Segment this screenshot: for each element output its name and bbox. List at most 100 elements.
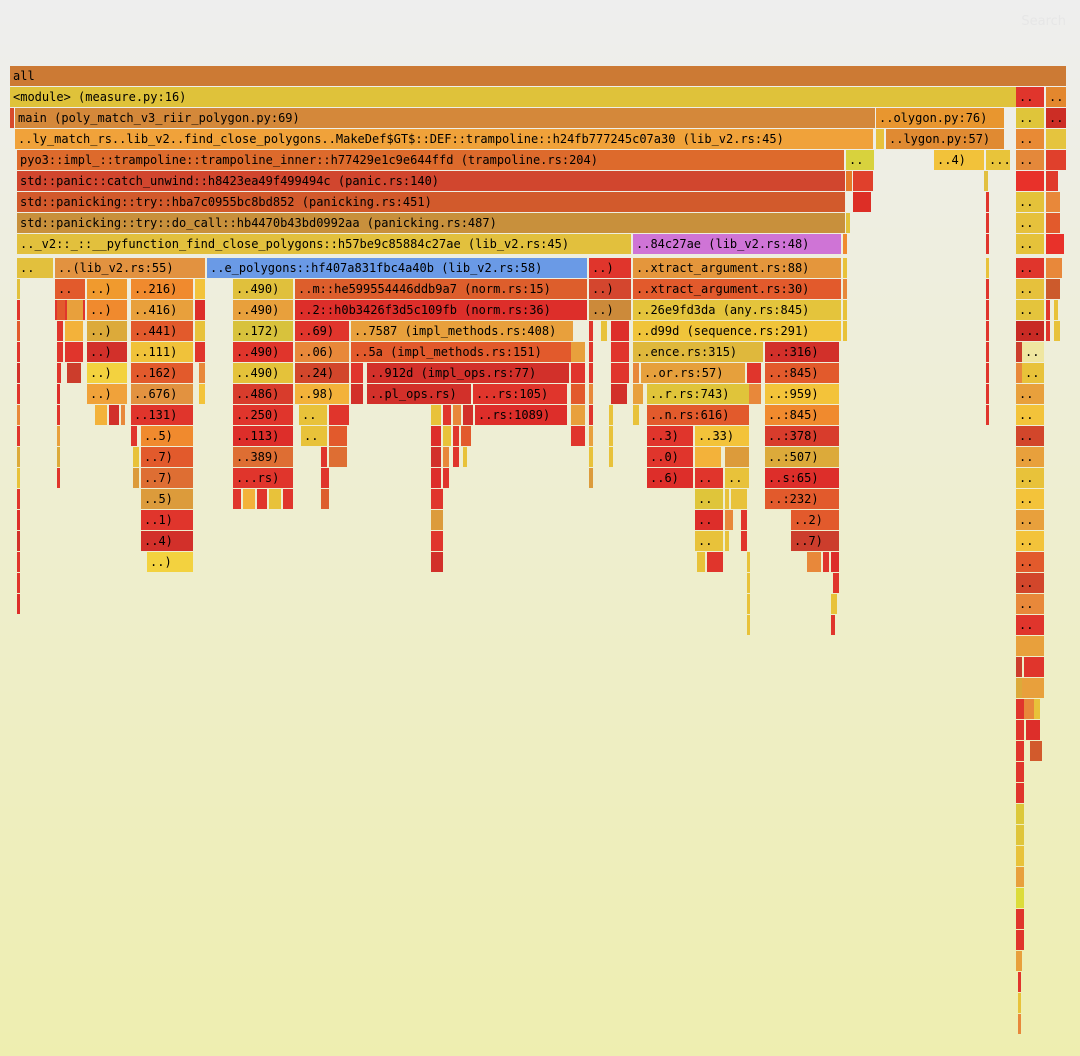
flame-frame[interactable] — [351, 384, 363, 404]
flame-frame[interactable] — [611, 321, 629, 341]
flame-frame[interactable] — [1016, 171, 1044, 191]
flame-frame[interactable]: ..xtract_argument.rs:30) — [633, 279, 841, 299]
flame-frame[interactable]: ..2) — [791, 510, 839, 530]
flame-frame[interactable] — [443, 447, 449, 467]
flame-frame[interactable]: .. — [1046, 108, 1066, 128]
flame-frame[interactable] — [831, 615, 835, 635]
flame-frame[interactable] — [1030, 741, 1042, 761]
flame-frame[interactable]: .. — [1016, 531, 1044, 551]
flame-frame[interactable]: .. — [1016, 300, 1044, 320]
flame-frame[interactable] — [571, 426, 585, 446]
flame-frame[interactable]: .. — [695, 510, 723, 530]
flame-frame[interactable] — [725, 447, 749, 467]
flame-frame[interactable] — [431, 489, 443, 509]
flame-frame[interactable]: ..69) — [295, 321, 349, 341]
flame-frame[interactable] — [1046, 213, 1060, 233]
flame-frame[interactable]: ..250) — [233, 405, 293, 425]
flame-frame[interactable] — [986, 192, 989, 212]
flame-frame[interactable] — [741, 531, 747, 551]
flame-frame[interactable]: ..490) — [233, 363, 293, 383]
flame-frame[interactable]: ..26e9fd3da (any.rs:845) — [633, 300, 841, 320]
flame-frame[interactable] — [17, 594, 20, 614]
flame-frame[interactable]: ..olygon.py:76) — [876, 108, 1004, 128]
flame-frame[interactable] — [431, 468, 441, 488]
flame-frame[interactable] — [321, 447, 327, 467]
flame-frame[interactable] — [1016, 909, 1024, 929]
flame-frame[interactable]: .. — [725, 468, 749, 488]
flame-frame[interactable] — [1046, 171, 1058, 191]
flame-frame[interactable] — [1018, 993, 1021, 1013]
flame-frame[interactable]: .. — [1016, 150, 1044, 170]
flame-frame[interactable] — [57, 300, 65, 320]
flame-frame[interactable]: ..) — [589, 258, 631, 278]
flame-frame[interactable] — [843, 234, 847, 254]
flame-frame[interactable] — [1016, 930, 1024, 950]
flame-frame[interactable]: .. — [1016, 129, 1044, 149]
flame-frame[interactable] — [1018, 1014, 1021, 1034]
flame-frame[interactable]: .. — [846, 150, 874, 170]
flame-frame[interactable] — [571, 342, 585, 362]
flame-frame[interactable] — [633, 363, 639, 383]
flame-frame[interactable] — [453, 447, 459, 467]
flame-frame[interactable]: ..441) — [131, 321, 193, 341]
flame-frame[interactable] — [133, 447, 139, 467]
flame-frame[interactable] — [986, 300, 989, 320]
flame-frame[interactable] — [823, 552, 829, 572]
flame-frame[interactable]: .. — [1016, 615, 1044, 635]
flame-frame[interactable] — [17, 279, 20, 299]
flame-frame[interactable] — [17, 426, 20, 446]
flame-frame[interactable]: std::panicking::try::hba7c0955bc8bd852 (… — [17, 192, 845, 212]
flame-frame[interactable] — [853, 171, 873, 191]
flame-frame[interactable]: .. — [1016, 108, 1044, 128]
flame-frame[interactable] — [351, 363, 363, 383]
flame-frame[interactable] — [17, 573, 20, 593]
flame-frame[interactable] — [329, 405, 349, 425]
flame-frame[interactable]: .. — [1016, 447, 1044, 467]
flame-frame[interactable]: .. — [1016, 279, 1044, 299]
flame-frame[interactable]: ..n.rs:616) — [647, 405, 749, 425]
flame-frame[interactable] — [986, 363, 989, 383]
flame-frame[interactable] — [1016, 342, 1022, 362]
flame-frame[interactable] — [133, 468, 139, 488]
flame-frame[interactable]: std::panicking::try::do_call::hb4470b43b… — [17, 213, 845, 233]
flame-frame[interactable] — [461, 426, 471, 446]
flame-frame[interactable] — [876, 129, 884, 149]
flame-frame[interactable]: ..r.rs:743) — [647, 384, 749, 404]
flame-frame[interactable]: ..2::h0b3426f3d5c109fb (norm.rs:36) — [295, 300, 587, 320]
flame-frame[interactable]: ..pl_ops.rs) — [367, 384, 471, 404]
flame-frame[interactable]: ..or.rs:57) — [641, 363, 745, 383]
flame-frame[interactable]: ... — [1016, 321, 1044, 341]
flame-frame[interactable] — [843, 300, 847, 320]
flame-frame[interactable] — [57, 447, 60, 467]
flame-frame[interactable] — [269, 489, 281, 509]
flame-frame[interactable] — [1016, 846, 1024, 866]
flame-frame[interactable] — [1022, 678, 1044, 698]
flame-frame[interactable] — [17, 321, 20, 341]
flame-frame[interactable] — [1016, 762, 1024, 782]
flame-frame[interactable]: ..:845) — [765, 405, 839, 425]
flame-frame[interactable] — [431, 510, 443, 530]
flame-frame[interactable] — [843, 279, 847, 299]
flame-frame[interactable]: ... — [986, 150, 1010, 170]
flame-frame[interactable] — [1046, 234, 1064, 254]
flame-frame[interactable]: .. — [17, 258, 53, 278]
flame-frame[interactable] — [1046, 321, 1050, 341]
flame-frame[interactable] — [1016, 720, 1024, 740]
flame-frame[interactable] — [453, 405, 461, 425]
flame-frame[interactable] — [589, 426, 593, 446]
flame-frame[interactable] — [65, 321, 83, 341]
flame-frame[interactable]: ..4) — [934, 150, 984, 170]
flame-frame[interactable] — [321, 468, 329, 488]
flame-frame[interactable] — [1024, 657, 1044, 677]
flame-frame[interactable]: ..216) — [131, 279, 193, 299]
flame-frame[interactable] — [1046, 192, 1060, 212]
flame-frame[interactable] — [986, 342, 989, 362]
flame-frame[interactable]: ..7587 (impl_methods.rs:408) — [351, 321, 573, 341]
flame-frame[interactable] — [17, 363, 20, 383]
flame-frame[interactable] — [431, 447, 441, 467]
flame-frame[interactable]: ..xtract_argument.rs:88) — [633, 258, 841, 278]
flame-frame[interactable] — [1054, 300, 1058, 320]
flame-frame[interactable] — [571, 384, 585, 404]
flame-frame[interactable]: .. — [1016, 405, 1044, 425]
flame-frame[interactable] — [57, 468, 60, 488]
